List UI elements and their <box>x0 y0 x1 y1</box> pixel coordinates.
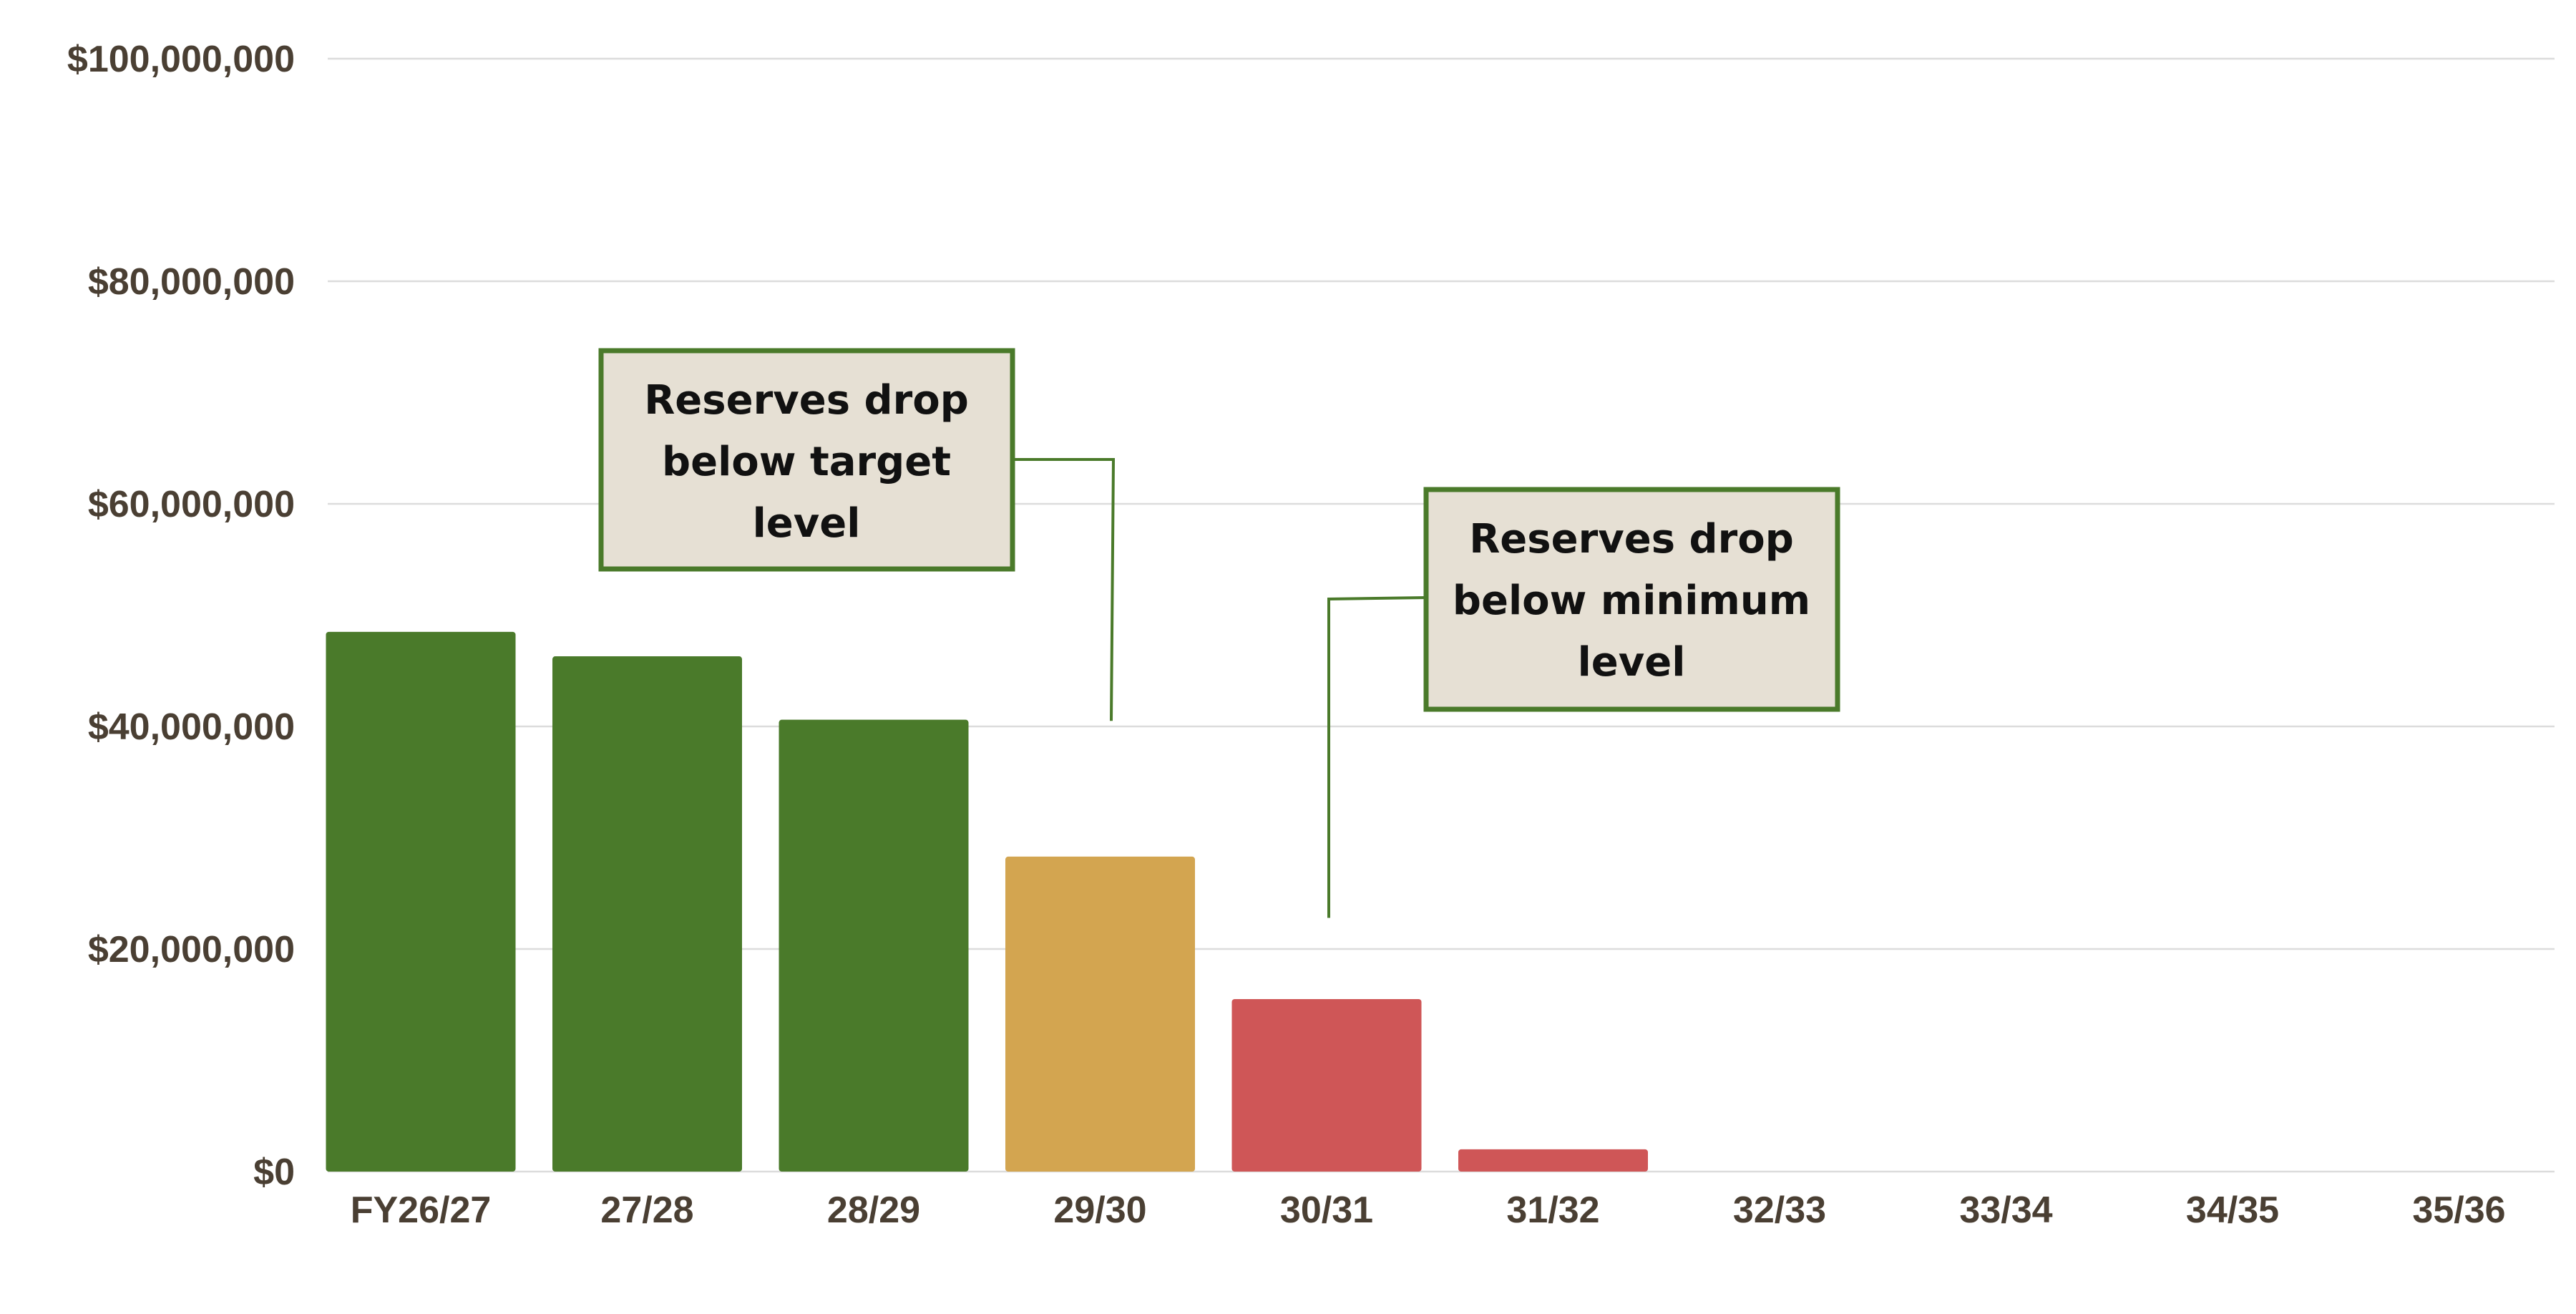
x-tick-label: 29/30 <box>1053 1189 1146 1231</box>
x-tick-label: 28/29 <box>827 1189 920 1231</box>
x-tick-label: 35/36 <box>2412 1189 2505 1231</box>
y-axis-tick-labels: $0 $20,000,000 $40,000,000 $60,000,000 $80,0… <box>67 39 295 1193</box>
annotation-callout: Reserves drop below minimum level <box>1327 487 1840 918</box>
bar <box>779 719 969 1172</box>
annotation-text: Reserves drop <box>644 377 969 424</box>
x-tick-label: 33/34 <box>1959 1189 2052 1231</box>
annotation-box <box>1423 487 1840 712</box>
y-tick-label: $40,000,000 <box>88 706 295 748</box>
bar <box>1231 998 1422 1172</box>
annotation-leader-line <box>1013 458 1116 721</box>
y-tick-label: $80,000,000 <box>88 261 295 303</box>
x-tick-label: 34/35 <box>2186 1189 2279 1231</box>
y-tick-label: $100,000,000 <box>67 39 295 80</box>
x-tick-label: FY26/27 <box>351 1189 492 1231</box>
annotation-callout: Reserves drop below target level <box>598 348 1116 721</box>
y-tick-label: $60,000,000 <box>88 484 295 525</box>
annotation-text: level <box>753 500 861 547</box>
x-tick-label: 30/31 <box>1280 1189 1373 1231</box>
x-tick-label: 27/28 <box>600 1189 693 1231</box>
bar <box>1458 1149 1648 1172</box>
bars <box>326 631 1648 1172</box>
y-tick-label: $20,000,000 <box>88 929 295 970</box>
bar <box>326 631 516 1172</box>
annotation-box <box>598 348 1015 572</box>
y-tick-label: $0 <box>253 1152 295 1193</box>
annotation-text: below minimum <box>1453 578 1810 624</box>
annotation-text: Reserves drop <box>1469 516 1794 563</box>
x-tick-label: 31/32 <box>1506 1189 1599 1231</box>
annotation-text: below target <box>662 439 951 485</box>
annotation-text: level <box>1578 639 1686 686</box>
x-tick-label: 32/33 <box>1733 1189 1826 1231</box>
annotation-leader-line <box>1327 596 1427 918</box>
x-axis-tick-labels: FY26/27 27/28 28/29 29/30 30/31 31/32 32/33 33/… <box>351 1189 2506 1231</box>
bar <box>552 656 742 1172</box>
bar <box>1005 856 1195 1172</box>
